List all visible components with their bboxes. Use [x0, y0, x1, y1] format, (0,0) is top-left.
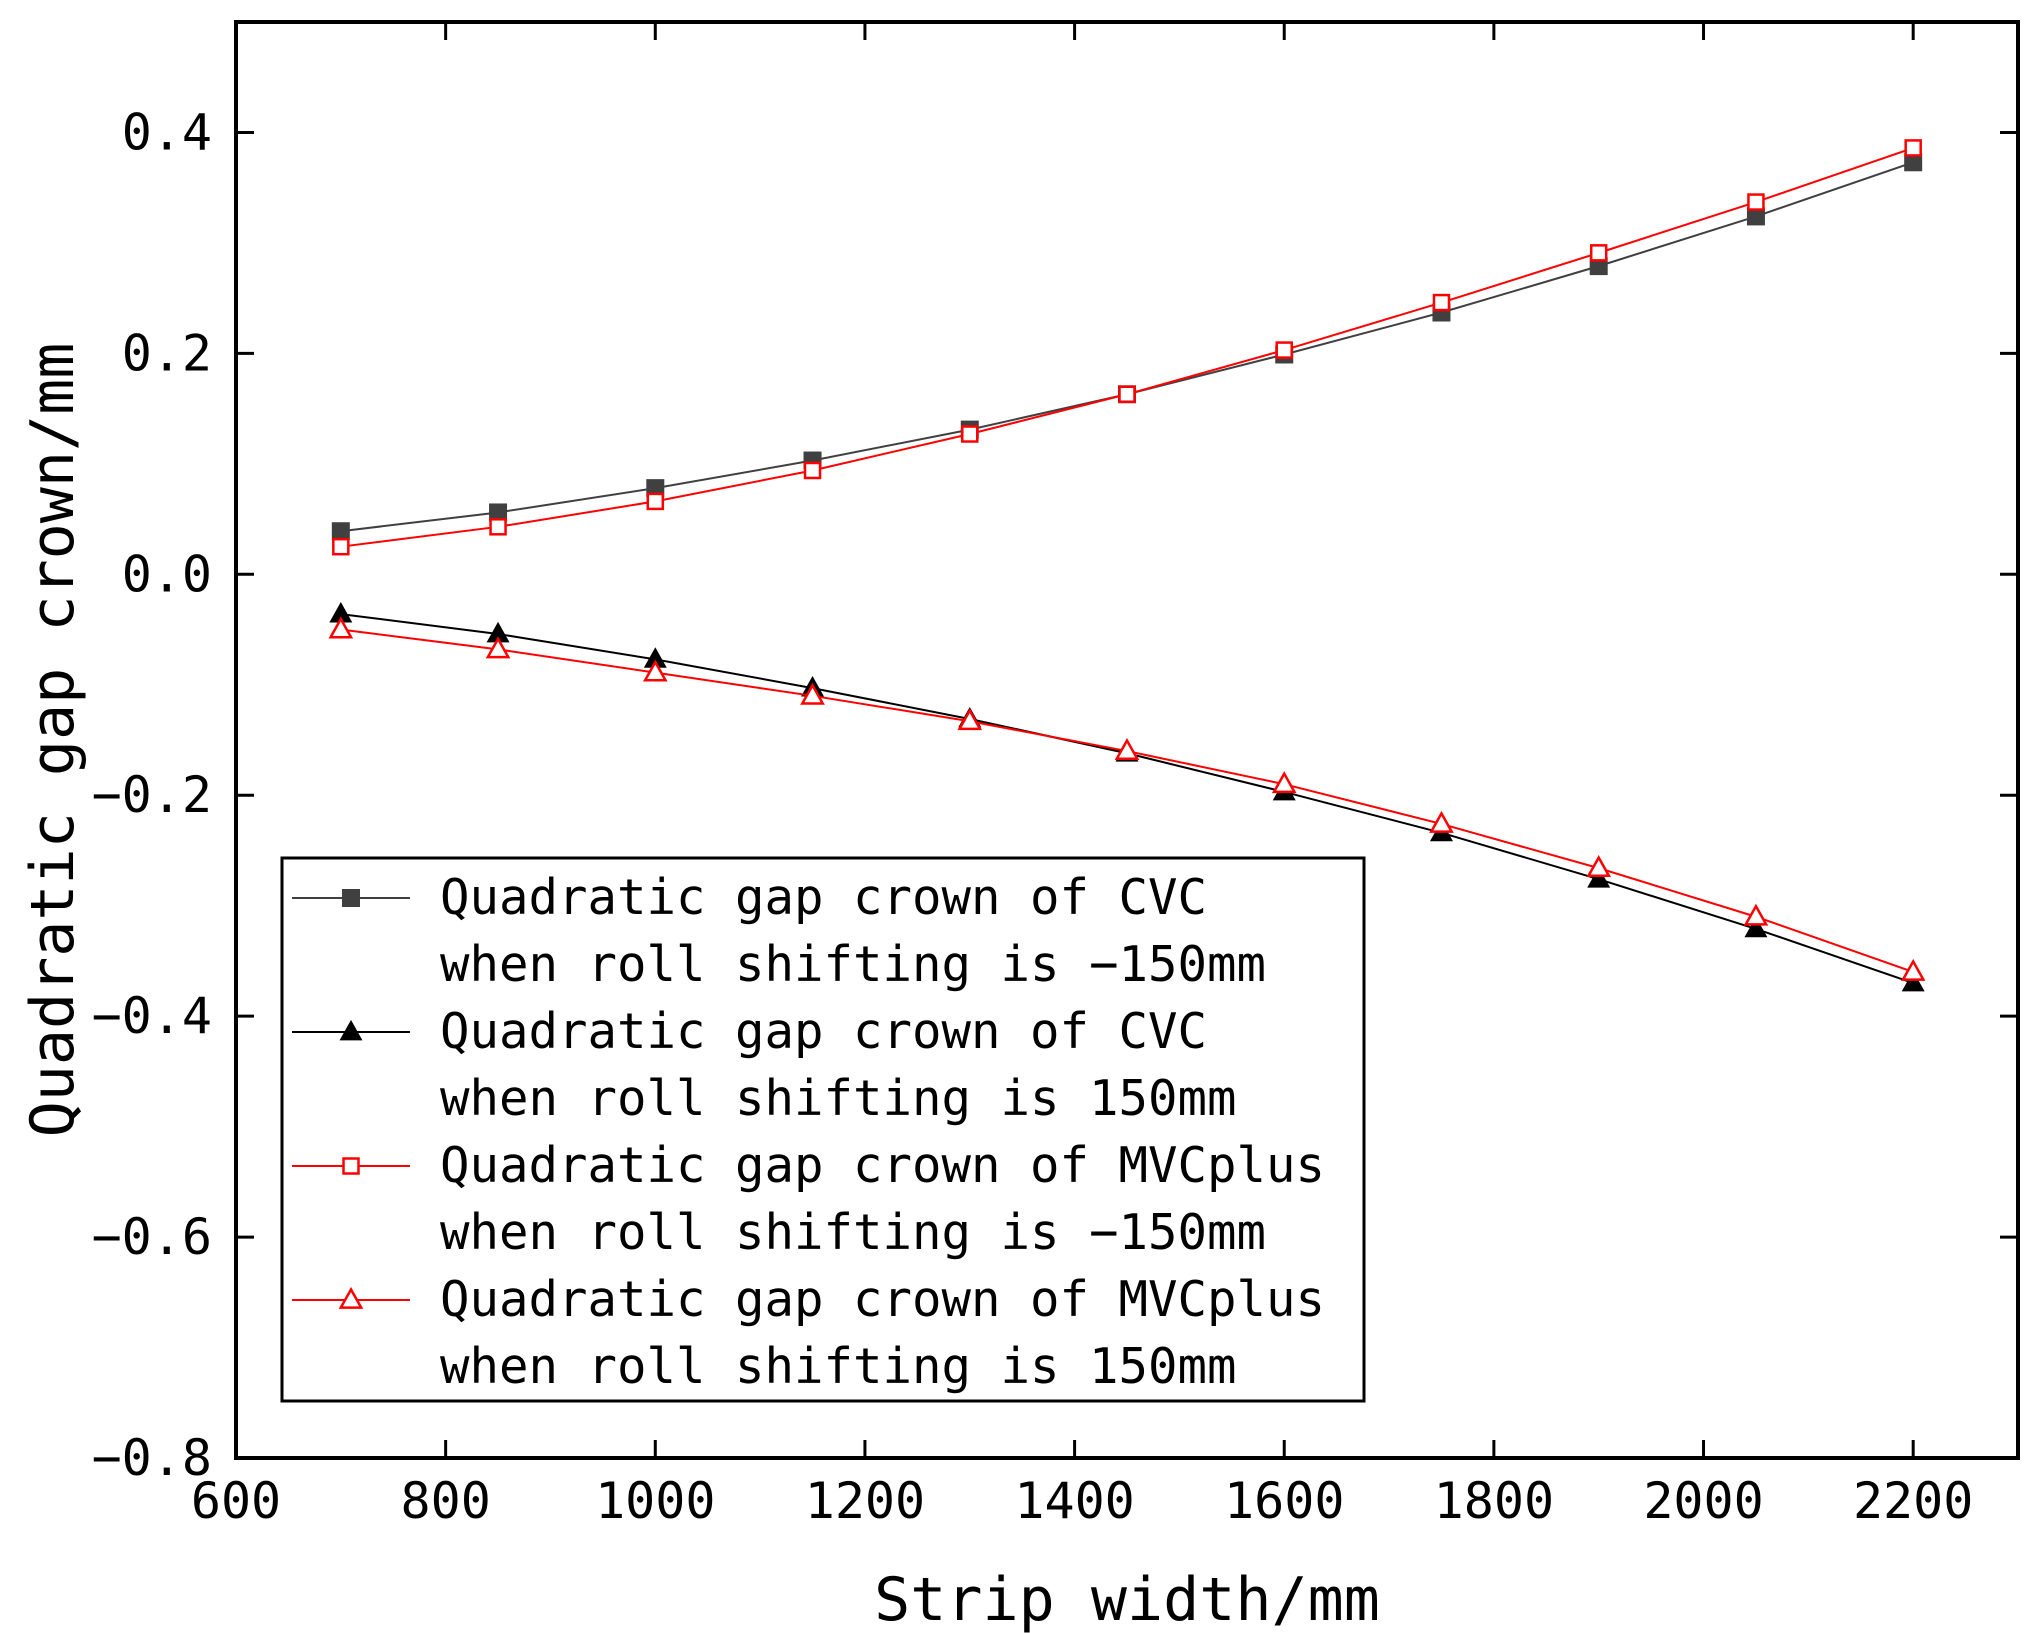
data-point — [957, 708, 983, 731]
y-tick-label: 0.2 — [122, 324, 212, 382]
x-tick-label: 1400 — [1014, 1472, 1134, 1530]
data-point — [1900, 958, 1926, 981]
data-point — [961, 425, 979, 443]
legend-marker — [339, 1019, 363, 1041]
data-point — [1589, 244, 1608, 262]
y-tick-label: −0.6 — [92, 1208, 212, 1266]
legend-label-line1: Quadratic gap crown of CVC — [440, 1003, 1207, 1060]
legend-label-line2: when roll shifting is −150mm — [440, 1204, 1266, 1261]
x-tick-label: 1000 — [595, 1472, 715, 1530]
legend-label-line2: when roll shifting is 150mm — [440, 1338, 1237, 1395]
y-axis-title: Quadratic gap crown/mm — [18, 343, 88, 1138]
data-point — [332, 537, 350, 556]
legend-box — [280, 856, 1366, 1403]
y-tick-label: −0.2 — [92, 766, 212, 824]
x-tick-label: 1800 — [1434, 1472, 1554, 1530]
x-tick-label: 1200 — [805, 1472, 925, 1530]
legend-label-line1: Quadratic gap crown of MVCplus — [440, 1271, 1325, 1328]
x-axis-title: Strip width/mm — [874, 1565, 1380, 1633]
y-tick-labels: −0.8 −0.6 −0.4 −0.2 0.0 0.2 0.4 — [92, 103, 212, 1487]
x-tick-labels: 600 800 1000 1200 1400 1600 1800 2000 2200 — [191, 1472, 1974, 1530]
series-4 — [328, 616, 1926, 981]
data-point — [1271, 771, 1297, 794]
data-point — [646, 492, 665, 511]
y-tick-label: 0.0 — [122, 545, 212, 603]
data-point — [328, 616, 354, 639]
data-point — [1429, 810, 1454, 833]
x-tick-label: 2000 — [1643, 1472, 1763, 1530]
data-point — [1744, 916, 1768, 938]
x-tick-label: 800 — [400, 1472, 490, 1530]
data-point — [803, 461, 822, 480]
data-point — [800, 682, 825, 705]
data-point — [1432, 293, 1451, 312]
y-tick-label: 0.4 — [122, 103, 212, 161]
plot-area-frame — [234, 20, 2020, 1460]
axis-ticks — [234, 22, 2018, 1460]
data-point — [331, 522, 350, 541]
x-tick-label: 1600 — [1224, 1472, 1344, 1530]
legend: Quadratic gap crown of CVC when roll shif… — [280, 856, 1366, 1403]
series-layer — [328, 139, 1926, 992]
data-point — [489, 518, 507, 536]
x-tick-label: 600 — [191, 1472, 281, 1530]
data-point — [1275, 341, 1293, 359]
data-point — [485, 636, 511, 659]
data-point — [1743, 903, 1769, 926]
legend-label-line2: when roll shifting is 150mm — [440, 1070, 1237, 1127]
data-point — [1114, 737, 1140, 760]
legend-entry: Quadratic gap crown of MVCplus when roll … — [292, 1137, 1325, 1261]
legend-marker — [342, 1157, 360, 1175]
data-point — [1118, 385, 1136, 404]
data-point — [642, 659, 668, 682]
data-point — [1587, 867, 1611, 888]
legend-entry: Quadratic gap crown of CVC when roll shif… — [292, 869, 1266, 993]
legend-marker — [342, 889, 360, 907]
y-tick-label: −0.8 — [92, 1429, 212, 1487]
data-point — [1904, 139, 1922, 157]
legend-label-line1: Quadratic gap crown of MVCplus — [440, 1137, 1325, 1194]
legend-marker — [338, 1286, 364, 1309]
series-3 — [332, 139, 1922, 556]
legend-entry: Quadratic gap crown of CVC when roll shif… — [292, 1003, 1237, 1127]
x-tick-label: 2200 — [1853, 1472, 1973, 1530]
data-point — [1747, 193, 1765, 211]
legend-entry: Quadratic gap crown of MVCplus when roll … — [292, 1271, 1325, 1395]
legend-label-line2: when roll shifting is −150mm — [440, 936, 1266, 993]
legend-label-line1: Quadratic gap crown of CVC — [440, 869, 1207, 926]
data-point — [1901, 970, 1925, 992]
data-point — [1586, 855, 1612, 878]
y-tick-label: −0.4 — [92, 987, 212, 1045]
